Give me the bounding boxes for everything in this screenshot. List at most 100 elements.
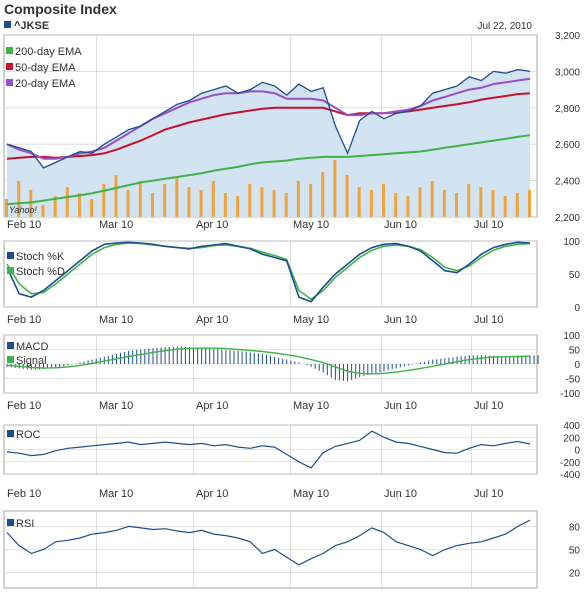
legend-swatch-stochd: [7, 267, 14, 274]
volume-bar: [260, 187, 264, 217]
volume-bar: [515, 193, 519, 217]
x-tick-label: Jun 10: [384, 400, 417, 412]
y-tick-label: -50: [566, 375, 581, 386]
volume-bar: [126, 190, 130, 217]
x-tick-label: Apr 10: [196, 488, 228, 500]
rsi-line: [6, 519, 531, 566]
volume-bar: [284, 193, 288, 217]
y-tick-label: 0: [574, 303, 580, 314]
volume-bar: [382, 184, 385, 217]
volume-bar: [333, 160, 337, 217]
volume-bar: [272, 190, 276, 217]
stochk-line: [6, 241, 531, 303]
x-tick-label: May 10: [293, 488, 329, 500]
panel-frames: 2,200 2,400 2,600 2,800 3,000 3,200 Feb 10 Mar …: [3, 31, 581, 589]
signal-line: [6, 347, 531, 375]
x-tick-label: Feb 10: [7, 488, 41, 500]
volume-bar: [406, 196, 410, 217]
x-tick-label: May 10: [293, 314, 329, 326]
ema200-line: [6, 134, 531, 206]
x-tick-label: Jul 10: [474, 488, 503, 500]
legend-ema20: 20-day EMA: [15, 78, 76, 90]
legend-swatch-rsi: [7, 519, 14, 526]
volume-bar: [17, 181, 21, 217]
y-tick-label: 80: [569, 522, 581, 533]
volume-bar: [78, 193, 81, 217]
x-tick-label: May 10: [293, 219, 329, 231]
volume-bar: [175, 178, 179, 217]
x-tick-label: Mar 10: [99, 219, 133, 231]
y-tick-label: 0: [574, 360, 580, 371]
volume-bar: [491, 190, 495, 217]
y-tick-label: 400: [563, 421, 580, 432]
legend-ema200: 200-day EMA: [15, 46, 82, 58]
volume-bar: [138, 181, 142, 217]
volume-bar: [248, 184, 252, 217]
y-tick-label: 3,000: [555, 67, 580, 78]
y-tick-label: 100: [563, 331, 580, 342]
volume-bar: [29, 190, 33, 217]
roc-line: [6, 430, 531, 469]
y-tick-label: -200: [560, 458, 580, 469]
volume-bar: [65, 187, 69, 217]
volume-bar: [114, 175, 118, 217]
legend-macd: MACD: [16, 341, 48, 353]
volume-bar: [442, 190, 446, 217]
volume-bar: [528, 190, 531, 217]
ticker-legend-swatch: [4, 21, 11, 28]
volume-bar: [53, 196, 57, 217]
x-tick-label: Mar 10: [99, 400, 133, 412]
legend-stochd: Stoch %D: [16, 266, 65, 278]
x-tick-label: Jun 10: [384, 219, 417, 231]
x-tick-label: Feb 10: [7, 219, 41, 231]
legend-stochk: Stoch %K: [16, 251, 65, 263]
x-tick-label: Jul 10: [474, 314, 503, 326]
legend-rsi: RSI: [16, 518, 34, 530]
x-tick-label: Jun 10: [384, 488, 417, 500]
legend-signal: Signal: [16, 355, 47, 367]
legend-roc: ROC: [16, 429, 41, 441]
volume-bar: [5, 199, 8, 217]
y-tick-label: 2,600: [555, 140, 580, 151]
volume-bar: [199, 190, 203, 217]
y-tick-label: 50: [569, 270, 581, 281]
y-tick-label: 2,800: [555, 104, 580, 115]
volume-bar: [369, 190, 373, 217]
ema50-line: [6, 92, 531, 160]
volume-bar: [102, 184, 106, 217]
volume-bar: [211, 181, 215, 217]
x-tick-label: May 10: [293, 400, 329, 412]
date-label: Jul 22, 2010: [478, 21, 533, 32]
volume-bar: [187, 187, 191, 217]
chart-title: Composite Index: [4, 1, 117, 17]
x-tick-label: Apr 10: [196, 400, 228, 412]
legend-swatch-macd: [7, 342, 14, 349]
volume-bar: [467, 184, 471, 217]
legend-swatch-ema200: [6, 47, 13, 54]
y-tick-label: 2,400: [555, 177, 580, 188]
ticker-label: ^JKSE: [14, 20, 49, 32]
y-tick-label: 50: [569, 346, 581, 357]
volume-bar: [345, 175, 349, 217]
volume-bar: [418, 187, 422, 217]
volume-bar: [296, 181, 300, 217]
x-tick-label: Feb 10: [7, 400, 41, 412]
x-tick-label: Apr 10: [196, 314, 228, 326]
legend-swatch-roc: [7, 430, 14, 437]
ema20-line: [6, 77, 531, 160]
y-tick-label: -400: [560, 470, 580, 481]
y-tick-label: 0: [574, 446, 580, 457]
legend-ema50: 50-day EMA: [15, 62, 76, 74]
volume-bar: [151, 193, 154, 217]
legend-swatch-signal: [7, 356, 14, 363]
legend-swatch-ema20: [6, 79, 13, 86]
volume-bar: [357, 187, 361, 217]
x-tick-label: Feb 10: [7, 314, 41, 326]
y-tick-label: -100: [560, 389, 580, 400]
x-tick-label: Jun 10: [384, 314, 417, 326]
watermark: Yahoo!: [9, 205, 37, 215]
volume-bar: [163, 184, 167, 217]
y-tick-label: 20: [569, 569, 581, 580]
y-tick-label: 50: [569, 546, 581, 557]
